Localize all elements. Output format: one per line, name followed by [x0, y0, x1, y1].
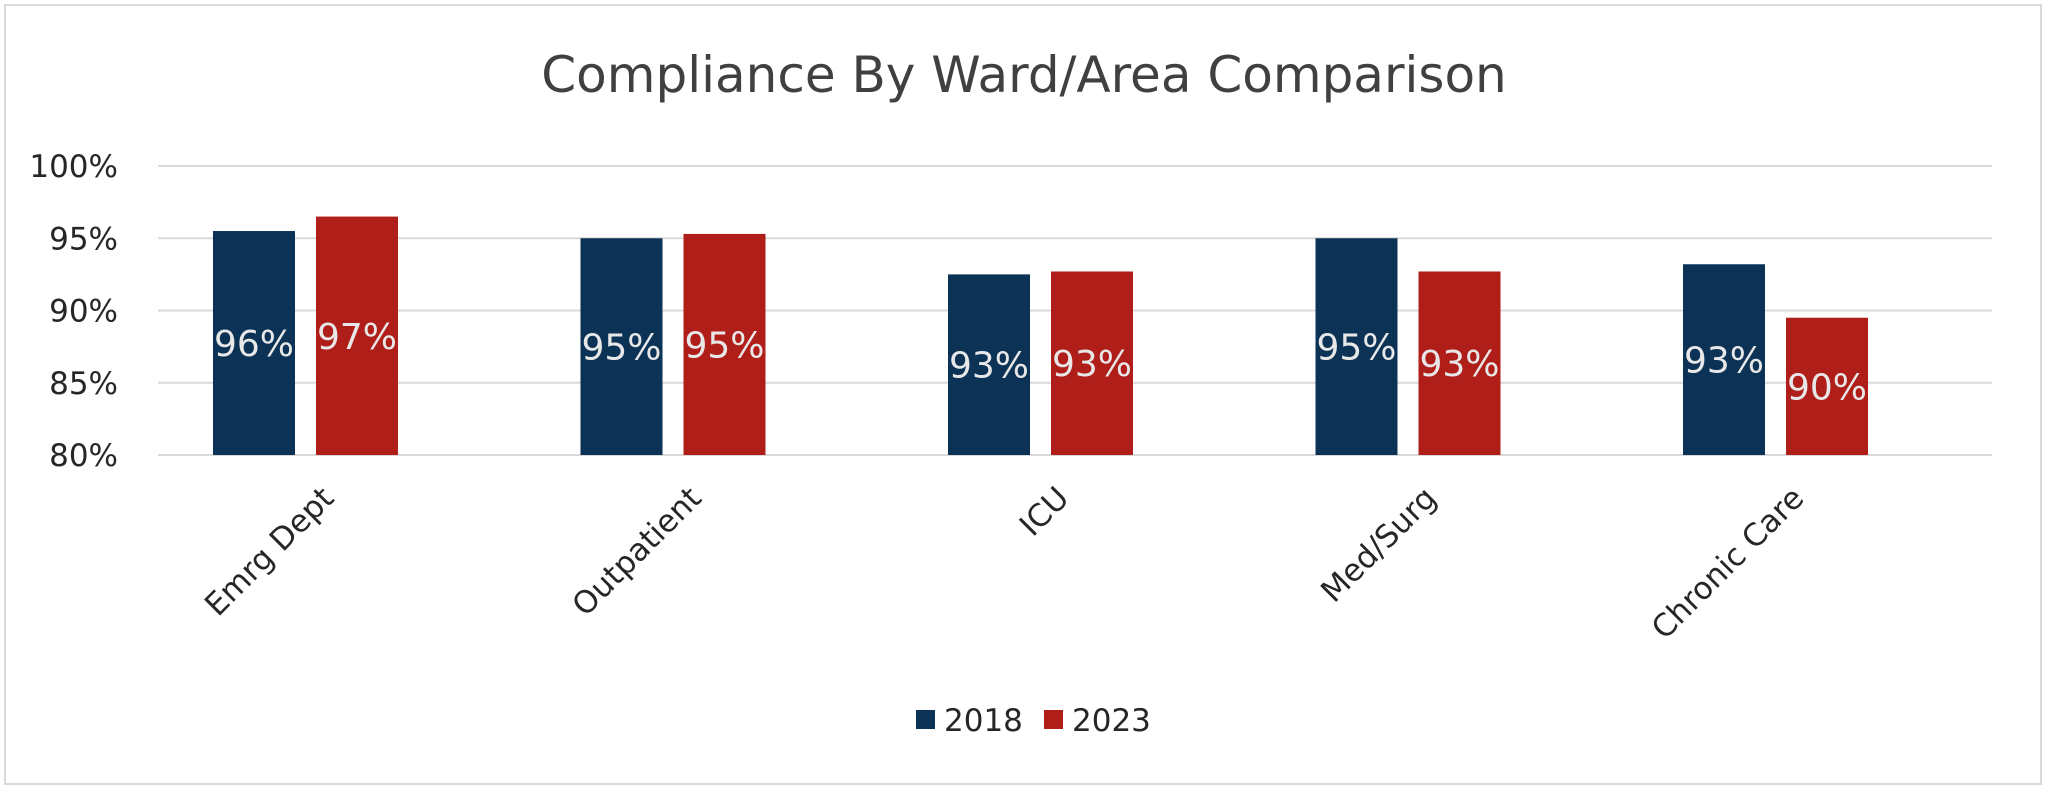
y-tick-label: 90% [49, 294, 118, 330]
bar-2018-med-surg[interactable] [1315, 238, 1398, 455]
data-label: 93% [1052, 344, 1132, 385]
data-label: 93% [949, 346, 1029, 387]
bar-2018-icu[interactable] [948, 274, 1030, 455]
bar-2018-chronic-care[interactable] [1683, 264, 1765, 455]
category-label: Chronic Care [1645, 480, 1811, 646]
data-label: 93% [1684, 341, 1764, 382]
data-label: 95% [1316, 328, 1396, 369]
y-tick-label: 85% [49, 366, 118, 402]
bar-2023-outpatient[interactable] [683, 233, 766, 455]
category-label: Med/Surg [1314, 480, 1444, 610]
legend[interactable]: 2018 2023 [916, 703, 1151, 739]
chart-title: Compliance By Ward/Area Comparison [541, 46, 1506, 104]
category-label: Outpatient [565, 480, 708, 623]
legend-swatch-2018[interactable] [916, 710, 935, 729]
bars [213, 216, 1868, 455]
legend-label-2023[interactable]: 2023 [1072, 703, 1151, 739]
bar-2023-emrg-dept[interactable] [316, 216, 398, 455]
data-label: 93% [1419, 344, 1499, 385]
bar-2023-chronic-care[interactable] [1786, 317, 1868, 455]
data-labels: 96% 97% 95% 95% 93% 93% 95% 93% 93% 90% [214, 317, 1867, 409]
y-tick-label: 95% [49, 221, 118, 257]
bar-2023-icu[interactable] [1051, 271, 1133, 455]
data-label: 95% [581, 328, 661, 369]
category-label: Emrg Dept [198, 480, 341, 623]
y-tick-label: 80% [49, 438, 118, 474]
bar-2018-outpatient[interactable] [580, 238, 663, 455]
bar-2018-emrg-dept[interactable] [213, 231, 295, 455]
bar-2023-med-surg[interactable] [1418, 271, 1501, 455]
data-label: 90% [1787, 367, 1867, 408]
y-tick-label: 100% [29, 149, 118, 185]
data-label: 95% [684, 325, 764, 366]
x-axis-categories: Emrg Dept Outpatient ICU Med/Surg Chronic Ca… [198, 480, 1811, 646]
legend-label-2018[interactable]: 2018 [944, 703, 1023, 739]
legend-swatch-2023[interactable] [1044, 710, 1063, 729]
data-label: 96% [214, 324, 294, 365]
category-label: ICU [1013, 480, 1076, 543]
y-axis-ticks: 80% 85% 90% 95% 100% [29, 149, 118, 474]
data-label: 97% [317, 317, 397, 358]
